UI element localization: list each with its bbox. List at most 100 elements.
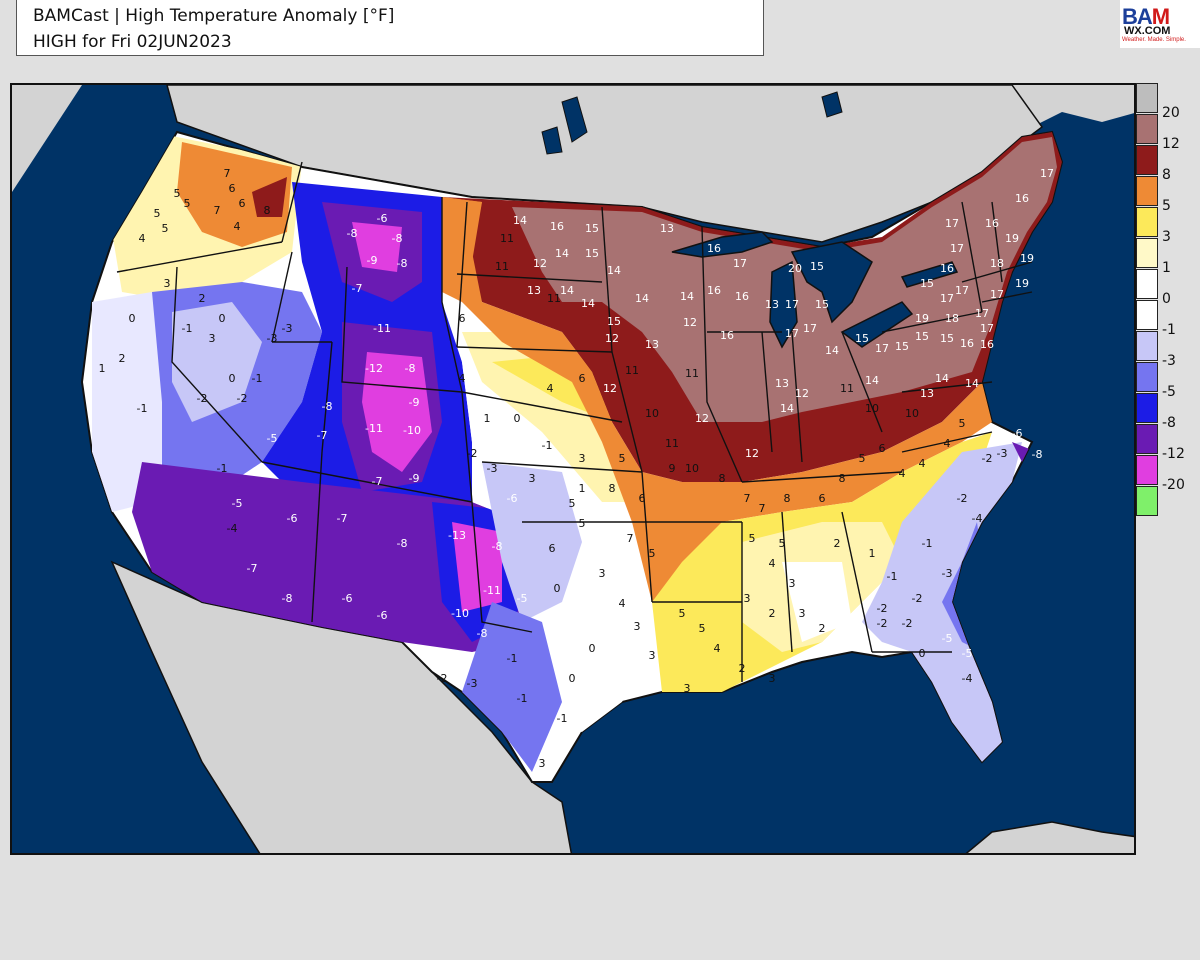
anomaly-value-label: 4 (899, 467, 906, 480)
logo-wordmark: BAM (1122, 4, 1170, 29)
legend-swatch (1136, 486, 1158, 516)
anomaly-value-label: -6 (287, 512, 298, 525)
anomaly-value-label: 6 (239, 197, 246, 210)
anomaly-value-label: 17 (1040, 167, 1054, 180)
anomaly-value-label: 15 (810, 260, 824, 273)
anomaly-value-label: 13 (920, 387, 934, 400)
anomaly-value-label: 5 (569, 497, 576, 510)
anomaly-value-label: 3 (684, 682, 691, 695)
anomaly-value-label: -3 (267, 332, 278, 345)
anomaly-value-label: 12 (603, 382, 617, 395)
anomaly-value-label: 3 (529, 472, 536, 485)
anomaly-value-label: -6 (377, 609, 388, 622)
anomaly-value-label: 13 (645, 338, 659, 351)
anomaly-value-label: 5 (649, 547, 656, 560)
anomaly-value-label: 3 (579, 452, 586, 465)
anomaly-value-label: 14 (780, 402, 794, 415)
anomaly-value-label: 14 (635, 292, 649, 305)
anomaly-value-label: 11 (665, 437, 679, 450)
legend-tick: -8 (1162, 415, 1176, 431)
anomaly-value-label: 3 (599, 567, 606, 580)
anomaly-value-label: 3 (164, 277, 171, 290)
legend-swatch (1136, 300, 1158, 330)
anomaly-value-label: 5 (619, 452, 626, 465)
anomaly-value-label: -2 (467, 447, 478, 460)
anomaly-value-label: 13 (765, 298, 779, 311)
anomaly-value-label: 2 (769, 607, 776, 620)
anomaly-value-label: 17 (875, 342, 889, 355)
anomaly-value-label: -2 (957, 492, 968, 505)
anomaly-value-label: 3 (539, 757, 546, 770)
anomaly-value-label: 5 (579, 517, 586, 530)
anomaly-value-label: -6 (507, 492, 518, 505)
anomaly-value-label: 18 (945, 312, 959, 325)
anomaly-value-label: 14 (560, 284, 574, 297)
anomaly-value-label: 17 (733, 257, 747, 270)
anomaly-value-label: -5 (517, 592, 528, 605)
anomaly-value-label: 17 (785, 327, 799, 340)
anomaly-value-label: -3 (942, 567, 953, 580)
anomaly-value-label: 7 (627, 532, 634, 545)
anomaly-value-label: 15 (585, 222, 599, 235)
anomaly-value-label: 12 (605, 332, 619, 345)
legend-swatch (1136, 83, 1158, 113)
anomaly-value-label: -11 (373, 322, 391, 335)
legend-swatch (1136, 145, 1158, 175)
map-subtitle: HIGH for Fri 02JUN2023 (33, 32, 232, 52)
anomaly-value-label: 11 (840, 382, 854, 395)
anomaly-value-label: 10 (645, 407, 659, 420)
anomaly-value-label: -6 (1012, 427, 1023, 440)
legend-swatch (1136, 362, 1158, 392)
anomaly-value-label: -13 (448, 529, 466, 542)
anomaly-value-label: -9 (409, 396, 420, 409)
anomaly-value-label: 8 (719, 472, 726, 485)
anomaly-value-label: 2 (819, 622, 826, 635)
anomaly-value-label: 0 (514, 412, 521, 425)
anomaly-value-label: 14 (513, 214, 527, 227)
anomaly-value-label: 2 (834, 537, 841, 550)
anomaly-value-label: -7 (247, 562, 258, 575)
anomaly-value-label: 16 (985, 217, 999, 230)
anomaly-value-label: -4 (972, 512, 983, 525)
anomaly-value-label: 16 (735, 290, 749, 303)
anomaly-value-label: 10 (905, 407, 919, 420)
anomaly-value-label: 8 (609, 482, 616, 495)
anomaly-value-label: 16 (940, 262, 954, 275)
anomaly-value-label: 8 (784, 492, 791, 505)
legend-tick: 20 (1162, 105, 1180, 121)
anomaly-value-label: -2 (237, 392, 248, 405)
anomaly-value-label: 15 (855, 332, 869, 345)
anomaly-value-label: 3 (769, 672, 776, 685)
anomaly-value-label: 14 (680, 290, 694, 303)
anomaly-value-label: -12 (365, 362, 383, 375)
anomaly-value-label: 17 (990, 288, 1004, 301)
anomaly-value-label: -5 (232, 497, 243, 510)
legend-tick: -1 (1162, 322, 1176, 338)
color-legend: 20 12 8 5 3 1 0 -1 -3 -5 -8 -12 -20 (1136, 83, 1200, 516)
anomaly-value-label: -1 (252, 372, 263, 385)
anomaly-value-label: 7 (759, 502, 766, 515)
legend-swatch (1136, 269, 1158, 299)
anomaly-value-label: 5 (699, 622, 706, 635)
anomaly-value-label: 4 (234, 220, 241, 233)
anomaly-value-label: 13 (660, 222, 674, 235)
anomaly-value-label: 19 (1015, 277, 1029, 290)
legend-swatch (1136, 238, 1158, 268)
anomaly-value-label: 5 (154, 207, 161, 220)
anomaly-value-label: 5 (749, 532, 756, 545)
anomaly-value-label: -1 (182, 322, 193, 335)
anomaly-value-label: 16 (707, 284, 721, 297)
legend-swatch (1136, 455, 1158, 485)
anomaly-value-label: -8 (405, 362, 416, 375)
anomaly-value-label: 15 (940, 332, 954, 345)
anomaly-value-label: 14 (607, 264, 621, 277)
bamwx-logo: BAM WX.COM Weather. Made. Simple. (1120, 0, 1200, 48)
legend-swatch (1136, 393, 1158, 423)
anomaly-value-label: 3 (634, 620, 641, 633)
anomaly-value-label: 17 (950, 242, 964, 255)
anomaly-value-label: 6 (879, 442, 886, 455)
anomaly-value-label: -1 (507, 652, 518, 665)
anomaly-value-label: -1 (517, 692, 528, 705)
anomaly-value-label: -10 (403, 424, 421, 437)
anomaly-value-label: -8 (347, 227, 358, 240)
